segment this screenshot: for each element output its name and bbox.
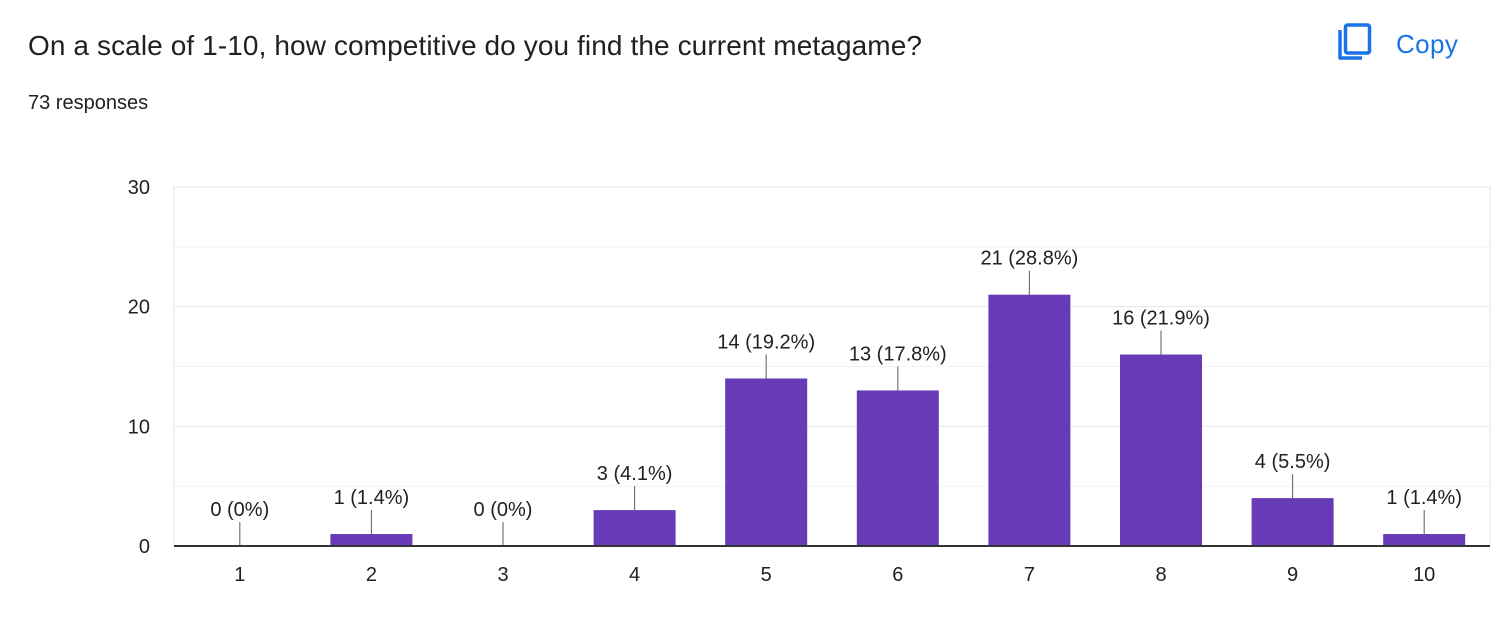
x-tick-label: 4 bbox=[629, 564, 640, 586]
x-tick-label: 3 bbox=[497, 564, 508, 586]
bar bbox=[988, 294, 1071, 546]
bar bbox=[1251, 498, 1334, 546]
copy-label: Copy bbox=[1396, 28, 1459, 59]
data-label: 13 (17.8%) bbox=[849, 343, 947, 365]
bar bbox=[330, 534, 413, 546]
data-label: 3 (4.1%) bbox=[597, 463, 673, 485]
x-tick-label: 9 bbox=[1287, 564, 1298, 586]
x-tick-label: 8 bbox=[1155, 564, 1166, 586]
data-label: 1 (1.4%) bbox=[334, 487, 410, 509]
bar bbox=[725, 378, 808, 546]
data-label: 0 (0%) bbox=[474, 499, 533, 521]
bar bbox=[1120, 354, 1202, 546]
data-label: 1 (1.4%) bbox=[1386, 487, 1462, 509]
bar bbox=[1383, 534, 1466, 546]
data-label: 16 (21.9%) bbox=[1112, 308, 1210, 330]
data-label: 0 (0%) bbox=[210, 499, 269, 521]
x-tick-label: 2 bbox=[366, 564, 377, 586]
bar bbox=[593, 510, 676, 546]
bar bbox=[856, 390, 939, 546]
question-title: On a scale of 1-10, how competitive do y… bbox=[28, 30, 923, 61]
response-count: 73 responses bbox=[28, 92, 149, 114]
y-tick-label: 0 bbox=[139, 536, 150, 558]
y-tick-label: 30 bbox=[128, 177, 150, 199]
x-tick-label: 10 bbox=[1413, 564, 1435, 586]
y-tick-label: 10 bbox=[128, 416, 150, 438]
data-label: 21 (28.8%) bbox=[980, 248, 1078, 270]
x-tick-label: 6 bbox=[892, 564, 903, 586]
y-tick-label: 20 bbox=[128, 297, 150, 319]
copy-button[interactable]: Copy bbox=[1326, 20, 1466, 68]
data-label: 14 (19.2%) bbox=[717, 331, 815, 353]
x-tick-label: 1 bbox=[234, 564, 245, 586]
x-tick-label: 5 bbox=[761, 564, 772, 586]
x-tick-label: 7 bbox=[1024, 564, 1035, 586]
data-label: 4 (5.5%) bbox=[1255, 451, 1331, 473]
copy-icon bbox=[1338, 23, 1372, 60]
